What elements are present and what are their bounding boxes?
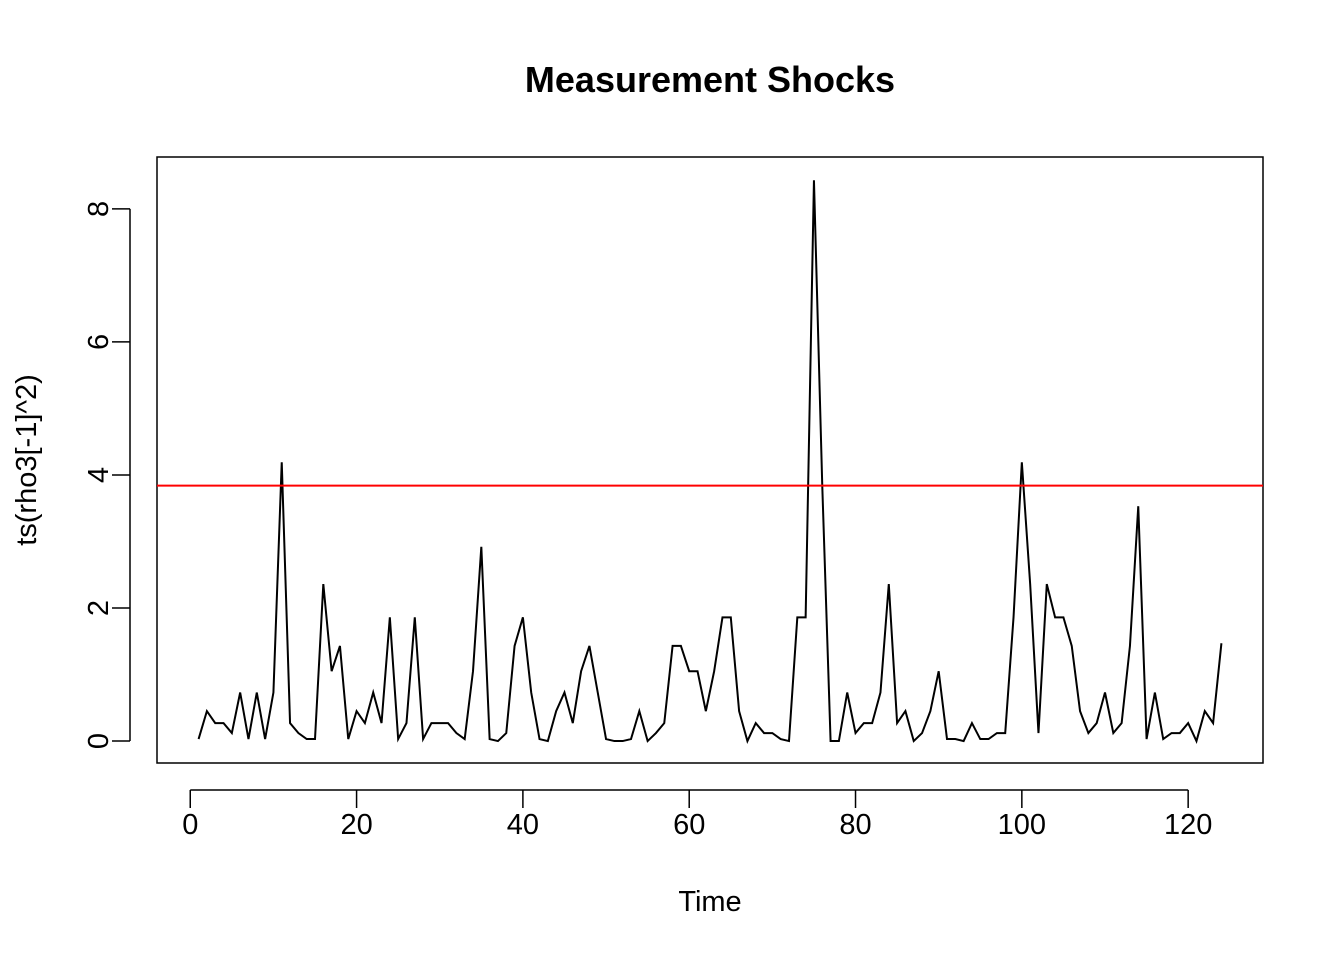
y-axis-label: ts(rho3[-1]^2)	[11, 374, 43, 546]
x-tick-label: 60	[673, 809, 705, 841]
y-tick-label: 4	[83, 467, 115, 483]
y-tick-label: 8	[83, 201, 115, 217]
y-tick-label: 2	[83, 600, 115, 616]
x-tick-label: 40	[507, 809, 539, 841]
x-tick-label: 120	[1164, 809, 1212, 841]
x-tick-label: 80	[839, 809, 871, 841]
plot-area	[157, 180, 1263, 744]
x-tick-label: 20	[340, 809, 372, 841]
y-tick-label: 6	[83, 334, 115, 350]
x-axis: 0 20 40 60 80 100 120	[182, 789, 1212, 841]
y-axis: 0 2 4 6 8	[83, 201, 131, 749]
x-tick-label: 0	[182, 809, 198, 841]
x-axis-label: Time	[678, 886, 741, 918]
chart-title: Measurement Shocks	[525, 59, 895, 100]
x-tick-label: 100	[998, 809, 1046, 841]
y-tick-label: 0	[83, 733, 115, 749]
series-line	[197, 180, 1223, 744]
plot-frame	[156, 156, 1264, 764]
